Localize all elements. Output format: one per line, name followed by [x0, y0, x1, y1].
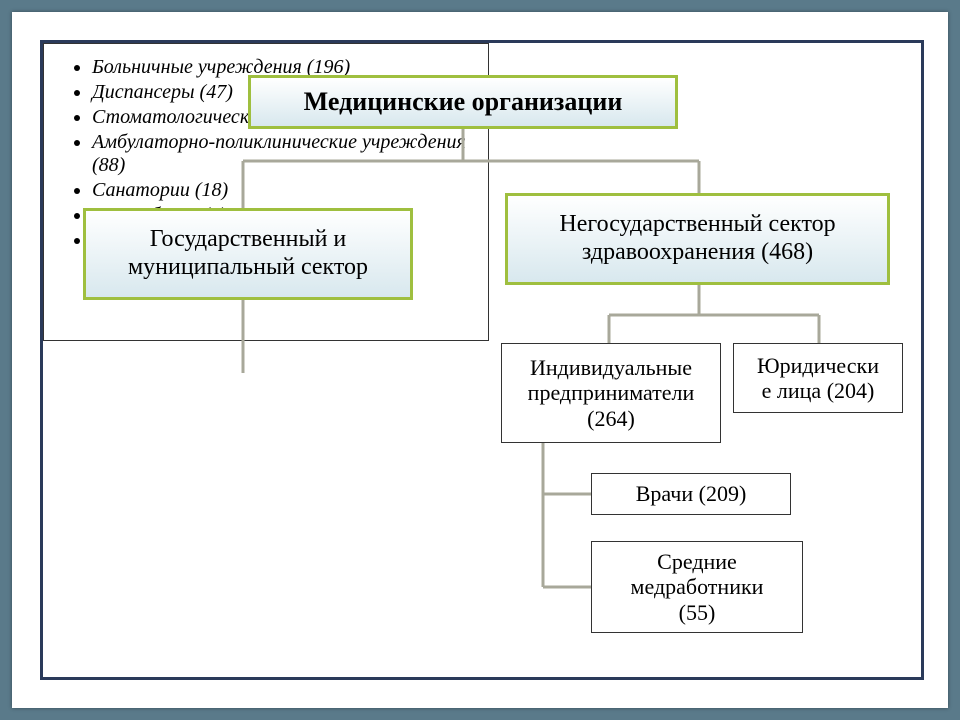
entrepreneurs-l2: предприниматели: [528, 380, 695, 405]
root-node: Медицинские организации: [248, 75, 678, 129]
legal-l1: Юридически: [757, 353, 879, 378]
slide-panel: Медицинские организации Государственный …: [12, 12, 948, 708]
midstaff-l2: медработники: [631, 574, 764, 599]
legal-l2: е лица (204): [762, 378, 875, 403]
left-sector-l2: муниципальный сектор: [128, 254, 368, 282]
midstaff-l1: Средние: [657, 549, 737, 574]
entrepreneurs-node: Индивидуальные предприниматели (264): [501, 343, 721, 443]
doctors-node: Врачи (209): [591, 473, 791, 515]
doctors-label: Врачи (209): [636, 481, 747, 506]
legal-node: Юридически е лица (204): [733, 343, 903, 413]
midstaff-node: Средние медработники (55): [591, 541, 803, 633]
right-sector-l2: здравоохранения (468): [582, 239, 813, 267]
left-sector-l1: Государственный и: [150, 226, 347, 254]
left-sector-node: Государственный и муниципальный сектор: [83, 208, 413, 300]
entrepreneurs-l3: (264): [587, 406, 635, 431]
root-label: Медицинские организации: [304, 87, 623, 117]
right-sector-l1: Негосударственный сектор: [559, 211, 835, 239]
content-frame: Медицинские организации Государственный …: [40, 40, 924, 680]
entrepreneurs-l1: Индивидуальные: [530, 355, 692, 380]
right-sector-node: Негосударственный сектор здравоохранения…: [505, 193, 890, 285]
midstaff-l3: (55): [679, 600, 716, 625]
